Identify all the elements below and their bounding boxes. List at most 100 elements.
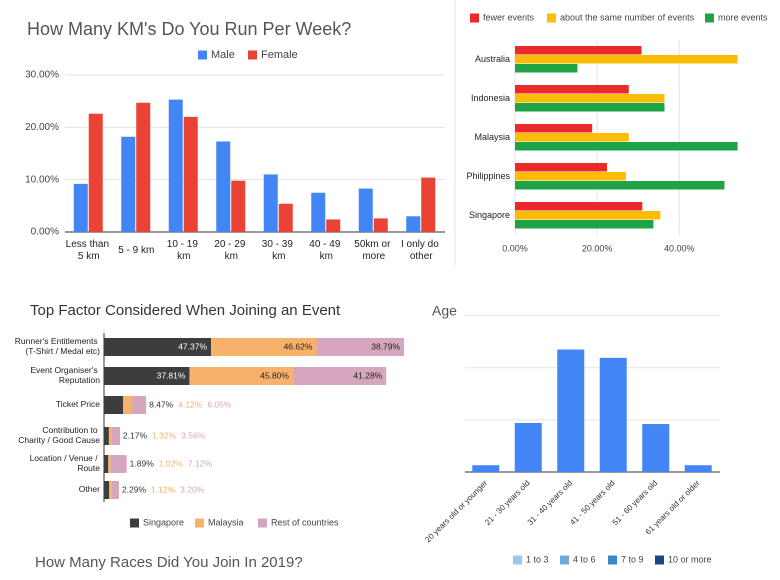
x-tick-label: 51 - 60 years old [611, 479, 660, 528]
legend-label: more events [718, 12, 768, 22]
legend-swatch [258, 518, 267, 528]
y-tick-label: Australia [475, 54, 510, 64]
x-tick-label: Less than 5 km [66, 239, 112, 262]
value-label: 45.80% [260, 370, 289, 380]
bar [358, 188, 373, 232]
value-label: 2.29% [122, 484, 147, 494]
bar [515, 172, 626, 181]
legend-swatch [248, 50, 257, 60]
bar-segment [316, 338, 405, 356]
bar [515, 133, 629, 142]
bar [515, 124, 593, 133]
bar-segment [104, 427, 109, 445]
y-tick-label: Location / Venue / Route [30, 453, 101, 473]
y-tick-label: Event Organiser's Reputation [30, 365, 100, 385]
legend-label: Male [211, 49, 235, 61]
bar-segment [211, 338, 317, 356]
bar [421, 177, 436, 232]
x-tick-label: 21 - 30 years old [483, 479, 532, 528]
bar [515, 202, 643, 211]
bar [557, 349, 585, 472]
bar [326, 219, 341, 232]
legend-swatch [513, 555, 522, 565]
bar [515, 55, 738, 64]
x-tick-label: 10 - 19 km [167, 239, 201, 262]
legend-label: 4 to 6 [573, 554, 596, 564]
bar-segment [104, 481, 110, 499]
x-tick-label: I only do other [401, 239, 442, 262]
bar-segment [132, 396, 147, 414]
x-tick-label: 40.00% [664, 243, 695, 253]
bar [73, 183, 88, 232]
bar-segment [104, 396, 124, 414]
value-label: 2.17% [123, 430, 148, 440]
bar [515, 163, 607, 172]
bar [406, 216, 421, 232]
x-tick-label: 40 - 49 km [309, 239, 343, 262]
bar [231, 180, 246, 232]
bar [515, 46, 642, 55]
bar [278, 203, 293, 232]
y-tick-label: Ticket Price [56, 399, 100, 409]
y-tick-label: Contribution to Charity / Good Cause [18, 425, 100, 445]
bar-segment [104, 455, 109, 473]
bar [136, 102, 151, 232]
x-tick-label: 50km or more [354, 239, 393, 262]
bar [515, 181, 725, 190]
value-label: 46.62% [284, 341, 313, 351]
bar [373, 218, 388, 232]
y-tick-label: 10.00% [25, 174, 59, 185]
value-label: 6.05% [207, 399, 232, 409]
bar [515, 220, 654, 229]
legend-label: 1 to 3 [526, 554, 549, 564]
legend-swatch [130, 518, 139, 528]
y-tick-label: Other [79, 484, 100, 494]
bar-segment [189, 367, 293, 385]
y-tick-label: Singapore [469, 210, 510, 220]
x-tick-label: 30 - 39 km [262, 239, 296, 262]
legend-swatch [608, 555, 617, 565]
value-label: 47.37% [178, 341, 207, 351]
bar-segment [108, 455, 111, 473]
bar [599, 357, 627, 472]
value-label: 4.12% [178, 399, 203, 409]
value-label: 41.28% [353, 370, 382, 380]
legend-label: fewer events [483, 12, 535, 22]
y-tick-label: Runner's Entitlements (T-Shirt / Medal e… [15, 336, 100, 356]
legend-swatch [470, 13, 479, 23]
x-tick-label: 20 years old or younger [423, 478, 489, 544]
y-tick-label: Philippines [466, 171, 510, 181]
x-tick-label: 20.00% [582, 243, 613, 253]
legend-label: Female [261, 49, 298, 61]
y-tick-label: 30.00% [25, 70, 59, 81]
value-label: 8.47% [149, 399, 174, 409]
x-tick-label: 31 - 40 years old [526, 479, 575, 528]
bar [88, 113, 103, 232]
x-tick-label: 0.00% [502, 243, 528, 253]
bar [515, 85, 629, 94]
bar [121, 136, 136, 232]
legend-swatch [195, 518, 204, 528]
value-label: 3.20% [180, 484, 205, 494]
legend-label: 10 or more [668, 554, 712, 564]
bar-segment [111, 427, 120, 445]
value-label: 7.12% [188, 458, 213, 468]
chart-title: How Many KM's Do You Run Per Week? [27, 19, 351, 39]
bar [311, 192, 326, 232]
chart-title: Age [432, 303, 457, 319]
bar-segment [111, 481, 119, 499]
bar [515, 142, 738, 151]
bar [515, 103, 665, 112]
value-label: 1.32% [152, 430, 177, 440]
value-label: 1.89% [130, 458, 155, 468]
value-label: 38.79% [371, 341, 400, 351]
legend-swatch [705, 13, 714, 23]
chart-title: How Many Races Did You Join In 2019? [35, 554, 303, 571]
bar-segment [292, 367, 387, 385]
bar [183, 116, 198, 232]
bar [684, 465, 712, 472]
y-tick-label: Malaysia [474, 132, 510, 142]
legend-label: Rest of countries [271, 517, 339, 527]
legend-label: Singapore [143, 517, 184, 527]
bar-segment [110, 455, 127, 473]
